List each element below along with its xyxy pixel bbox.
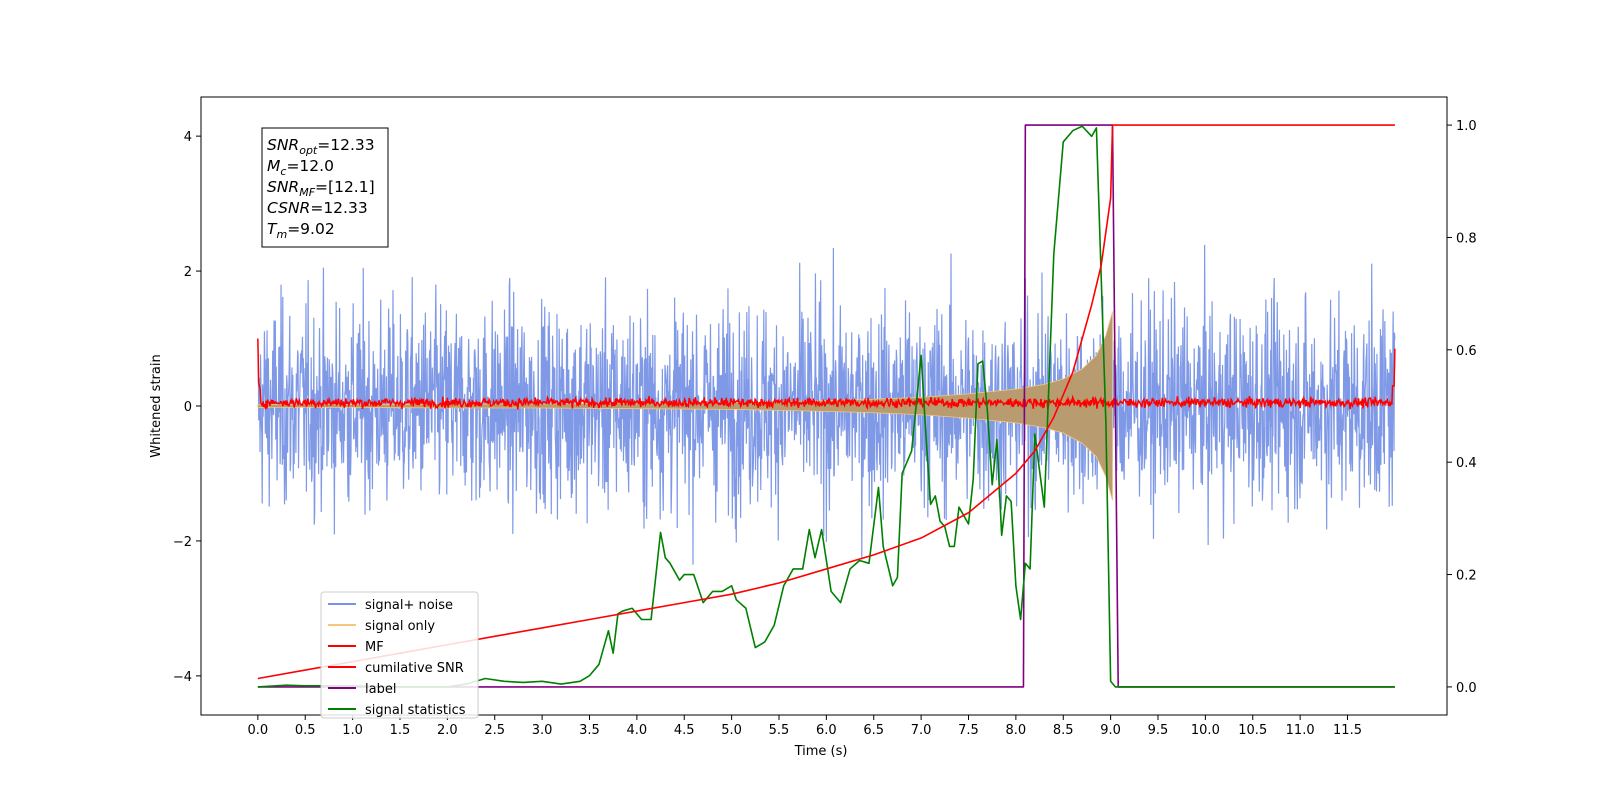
- y-right-axis: 0.0 0.2 0.4 0.6 0.8 1.0: [1447, 119, 1477, 696]
- legend-label: MF: [365, 640, 384, 655]
- info-value: =12.0: [286, 157, 334, 175]
- x-tick-label: 6.0: [816, 723, 837, 738]
- x-axis-label: Time (s): [794, 744, 848, 759]
- legend-label: signal statistics: [365, 703, 466, 718]
- info-subscript: opt: [299, 144, 318, 157]
- info-value: =12.33: [310, 199, 367, 217]
- info-symbol: CSNR: [267, 199, 310, 217]
- y-right-tick-label: 0.4: [1456, 456, 1477, 471]
- x-tick-label: 2.0: [437, 723, 458, 738]
- y-left-tick-label: −2: [173, 535, 192, 550]
- x-tick-label: 0.5: [295, 723, 316, 738]
- x-tick-label: 4.5: [674, 723, 695, 738]
- y-left-tick-label: 0: [184, 400, 192, 415]
- legend-label: label: [365, 682, 396, 697]
- info-box-frame: [261, 127, 389, 248]
- info-line: SNRopt=12.33: [267, 136, 375, 157]
- x-tick-label: 11.5: [1333, 723, 1362, 738]
- x-tick-label: 2.5: [484, 723, 505, 738]
- legend-label: signal+ noise: [365, 598, 453, 613]
- x-tick-label: 5.0: [721, 723, 742, 738]
- x-tick-label: 7.5: [958, 723, 979, 738]
- y-right-tick-label: 0.6: [1456, 344, 1477, 359]
- info-line: Tm=9.02: [267, 220, 335, 241]
- info-value: =9.02: [287, 220, 335, 238]
- x-tick-label: 1.5: [390, 723, 411, 738]
- x-tick-label: 1.0: [342, 723, 363, 738]
- y-axis-label: Whitened strain: [149, 354, 164, 457]
- x-tick-label: 6.5: [863, 723, 884, 738]
- legend-frame: [320, 591, 479, 719]
- info-line: Mc=12.0: [267, 157, 334, 178]
- info-line: CSNR=12.33: [267, 199, 368, 217]
- info-subscript: m: [276, 228, 287, 241]
- y-right-tick-label: 1.0: [1456, 119, 1477, 134]
- info-value: =12.33: [317, 136, 374, 154]
- y-right-tick-label: 0.8: [1456, 231, 1477, 246]
- x-tick-label: 10.5: [1238, 723, 1267, 738]
- legend-label: cumilative SNR: [365, 661, 464, 676]
- info-symbol: M: [267, 157, 280, 175]
- info-subscript: c: [280, 165, 286, 178]
- x-tick-label: 5.5: [769, 723, 790, 738]
- series-signal-statistics: [257, 125, 1395, 688]
- x-tick-label: 3.5: [579, 723, 600, 738]
- y-right-tick-label: 0.2: [1456, 569, 1477, 584]
- y-right-tick-label: 0.0: [1456, 681, 1477, 696]
- x-tick-label: 10.0: [1191, 723, 1220, 738]
- series-signal-noise: [257, 244, 1396, 565]
- y-left-axis: −4 −2 0 2 4: [173, 130, 201, 685]
- legend-label: signal only: [365, 619, 435, 634]
- x-tick-label: 7.0: [911, 723, 932, 738]
- series-mf: [257, 338, 1396, 411]
- x-tick-label: 11.0: [1286, 723, 1315, 738]
- x-tick-label: 8.5: [1053, 723, 1074, 738]
- x-tick-label: 0.0: [248, 723, 269, 738]
- x-tick-label: 9.5: [1148, 723, 1169, 738]
- x-tick-label: 3.0: [532, 723, 553, 738]
- y-left-tick-label: 4: [184, 130, 192, 145]
- x-axis: 0.0 0.5 1.0 1.5 2.0 2.5 3.0 3.5 4.0 4.5 5.0 5.5 6.0 6…: [248, 715, 1362, 738]
- info-line: SNRMF=[12.1]: [267, 178, 375, 199]
- info-symbol: SNR: [267, 136, 299, 154]
- info-symbol: SNR: [267, 178, 299, 196]
- info-value: =[12.1]: [315, 178, 375, 196]
- info-box: SNRopt=12.33Mc=12.0SNRMF=[12.1]CSNR=12.3…: [261, 127, 389, 248]
- y-left-tick-label: −4: [173, 670, 192, 685]
- x-tick-label: 4.0: [627, 723, 648, 738]
- y-left-tick-label: 2: [184, 265, 192, 280]
- info-subscript: MF: [299, 186, 315, 199]
- x-tick-label: 9.0: [1100, 723, 1121, 738]
- info-symbol: T: [267, 220, 278, 238]
- legend: signal+ noise signal only MF cumilative SNR…: [320, 591, 479, 719]
- x-tick-label: 8.0: [1006, 723, 1027, 738]
